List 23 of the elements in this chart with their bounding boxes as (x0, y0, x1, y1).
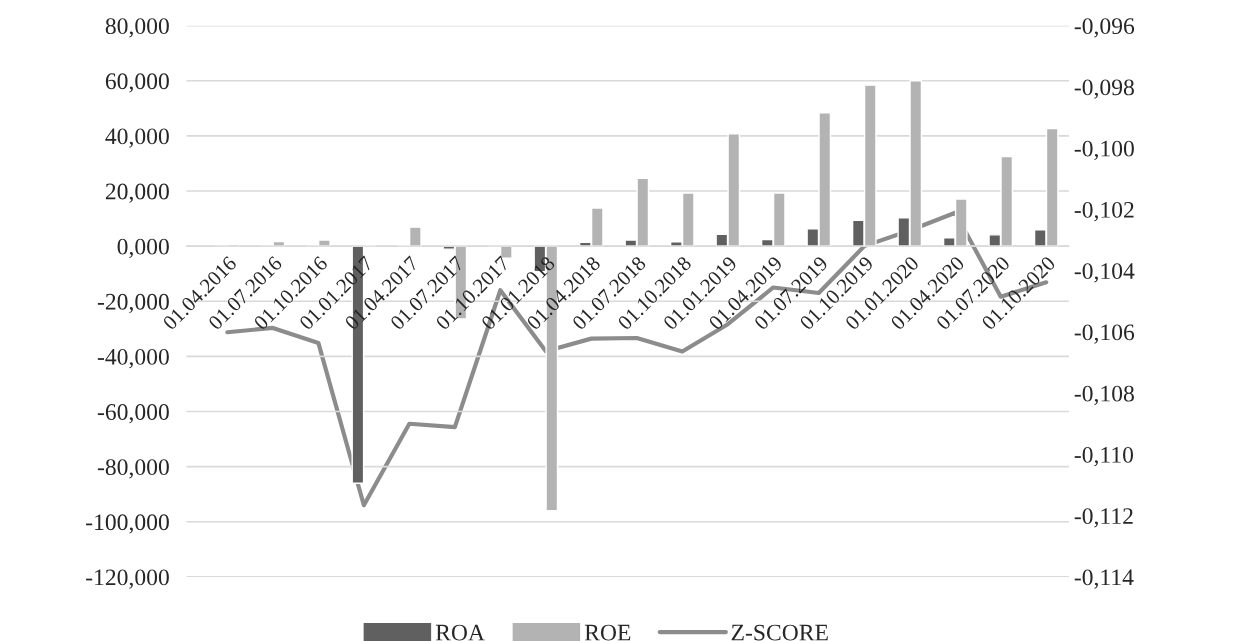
y2-tick-label: -0,110 (1074, 446, 1134, 467)
y-tick-label: -100,000 (86, 514, 169, 534)
y2-tick-label: -0,108 (1074, 385, 1134, 405)
y-tick-label: 0,000 (117, 238, 169, 258)
y2-tick-label: -0,102 (1074, 201, 1134, 222)
y-tick-label: 80,000 (105, 18, 169, 38)
y2-tick-label: -0,098 (1074, 79, 1134, 99)
legend-label: ROA (435, 624, 485, 641)
legend-label: ROE (584, 624, 631, 641)
y-tick-label: -120,000 (86, 569, 169, 589)
y-tick-label: 60,000 (105, 73, 169, 93)
y-tick-label: 20,000 (105, 183, 169, 203)
y2-tick-label: -0,096 (1074, 18, 1135, 38)
y2-tick-label: -0,104 (1074, 263, 1135, 283)
y-tick-label: -40,000 (97, 348, 169, 369)
y-tick-label: -80,000 (97, 459, 169, 479)
y-tick-label: 40,000 (105, 128, 169, 148)
legend-label: Z-SCORE (731, 624, 828, 641)
y2-tick-label: -0,106 (1074, 324, 1135, 344)
y-tick-label: -60,000 (97, 404, 169, 424)
y2-tick-label: -0,114 (1074, 569, 1134, 589)
y2-tick-label: -0,100 (1074, 140, 1134, 160)
y2-tick-label: -0,112 (1074, 508, 1133, 528)
